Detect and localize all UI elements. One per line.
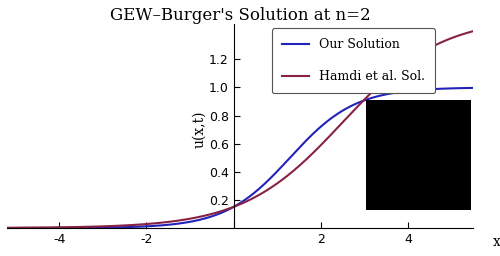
Hamdi et al. Sol. [484, 27, 490, 30]
Our Solution [469, 86, 475, 89]
X-axis label: x: x [492, 235, 500, 249]
Legend: Our Solution, Hamdi et al. Sol.: Our Solution, Hamdi et al. Sol. [272, 28, 436, 93]
Hamdi et al. Sol. [230, 206, 236, 209]
Y-axis label: u(x,t): u(x,t) [192, 111, 206, 148]
Our Solution [484, 86, 490, 89]
Hamdi et al. Sol. [468, 30, 474, 33]
Title: GEW–Burger's Solution at n=2: GEW–Burger's Solution at n=2 [110, 7, 370, 24]
Our Solution [468, 86, 474, 89]
Our Solution [378, 94, 384, 97]
Hamdi et al. Sol. [16, 226, 22, 229]
Hamdi et al. Sol. [217, 210, 223, 213]
Hamdi et al. Sol. [378, 81, 384, 84]
Line: Our Solution: Our Solution [0, 88, 486, 228]
Our Solution [16, 227, 22, 230]
Hamdi et al. Sol. [469, 30, 475, 33]
Bar [366, 100, 471, 210]
Line: Hamdi et al. Sol.: Hamdi et al. Sol. [0, 28, 486, 228]
Our Solution [230, 206, 236, 209]
Our Solution [217, 212, 223, 215]
